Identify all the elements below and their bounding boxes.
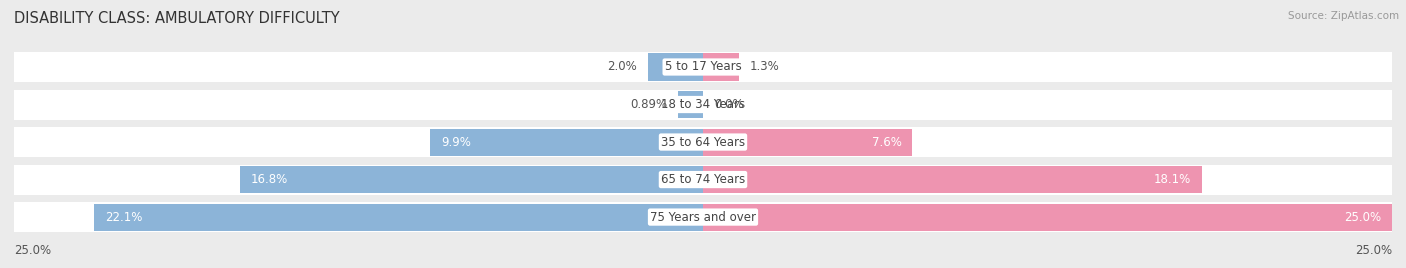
Bar (94, 204, 703, 230)
Text: 0.0%: 0.0% (714, 98, 744, 111)
Bar (703, 54, 738, 80)
Text: 2.0%: 2.0% (607, 61, 637, 73)
Text: 25.0%: 25.0% (1344, 211, 1381, 224)
Text: DISABILITY CLASS: AMBULATORY DIFFICULTY: DISABILITY CLASS: AMBULATORY DIFFICULTY (14, 11, 340, 26)
Text: 35 to 64 Years: 35 to 64 Years (661, 136, 745, 148)
Bar (14, 165, 1392, 195)
Text: 65 to 74 Years: 65 to 74 Years (661, 173, 745, 186)
Text: 75 Years and over: 75 Years and over (650, 211, 756, 224)
Bar (14, 202, 1392, 232)
Bar (703, 204, 1392, 230)
Text: 0.89%: 0.89% (630, 98, 668, 111)
Text: 18 to 34 Years: 18 to 34 Years (661, 98, 745, 111)
Bar (430, 129, 703, 155)
Bar (703, 166, 1202, 193)
Text: 16.8%: 16.8% (252, 173, 288, 186)
Bar (703, 129, 912, 155)
Bar (648, 54, 703, 80)
Text: 5 to 17 Years: 5 to 17 Years (665, 61, 741, 73)
Text: 25.0%: 25.0% (1355, 244, 1392, 257)
Text: 7.6%: 7.6% (872, 136, 901, 148)
Bar (679, 91, 703, 118)
Bar (14, 90, 1392, 120)
Text: Source: ZipAtlas.com: Source: ZipAtlas.com (1288, 11, 1399, 21)
Text: 25.0%: 25.0% (14, 244, 51, 257)
Bar (14, 127, 1392, 157)
Text: 18.1%: 18.1% (1153, 173, 1191, 186)
Bar (14, 52, 1392, 82)
Text: 1.3%: 1.3% (749, 61, 779, 73)
Text: 22.1%: 22.1% (105, 211, 142, 224)
Bar (240, 166, 703, 193)
Text: 9.9%: 9.9% (441, 136, 471, 148)
